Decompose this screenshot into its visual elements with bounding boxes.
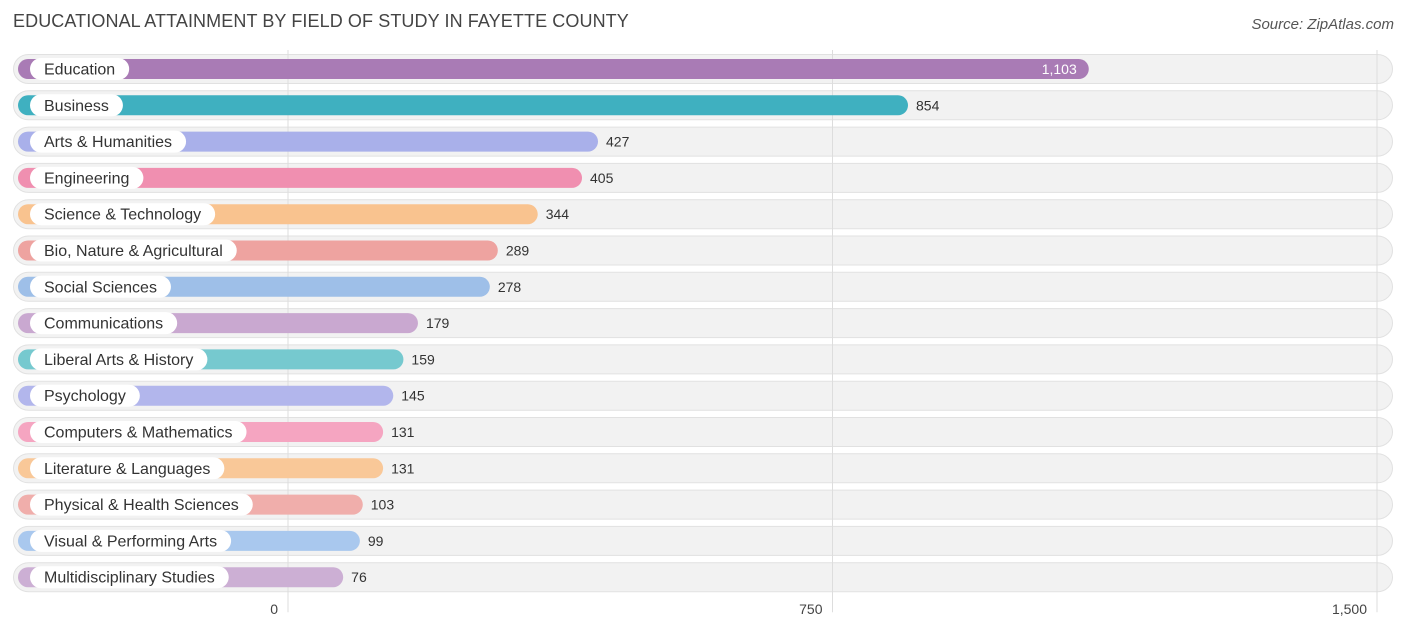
bar-value-label: 278 (498, 279, 522, 295)
bar-value-label: 344 (546, 206, 570, 222)
bar-label-pill (30, 384, 140, 407)
bar-value-label: 76 (351, 569, 367, 585)
bar-label-pill (30, 166, 144, 189)
bar-value-label: 289 (506, 243, 530, 259)
bar-category-label: Multidisciplinary Studies (44, 570, 215, 587)
x-tick-label: 750 (799, 601, 823, 617)
bar-category-label: Engineering (44, 170, 129, 187)
chart-title: EDUCATIONAL ATTAINMENT BY FIELD OF STUDY… (13, 11, 629, 31)
bar-label-pill (30, 493, 253, 516)
bar-value-label: 427 (606, 134, 630, 150)
bar-value-label: 1,103 (1042, 61, 1077, 77)
x-tick-label: 1,500 (1332, 601, 1367, 617)
bar-label-pill (30, 239, 237, 262)
bar-value-label: 145 (401, 388, 425, 404)
bar (18, 167, 583, 188)
bar-label-pill (30, 203, 216, 226)
bar-value-label: 179 (426, 315, 450, 331)
bar-label-pill (30, 312, 178, 335)
bar-label-pill (30, 566, 229, 589)
bar-value-label: 131 (391, 460, 415, 476)
bar-category-label: Social Sciences (44, 279, 157, 296)
bar-category-label: Computers & Mathematics (44, 425, 233, 442)
bar-category-label: Communications (44, 316, 163, 333)
bar-label-pill (30, 457, 225, 480)
bar-category-label: Literature & Languages (44, 461, 210, 478)
bar-label-pill (30, 529, 232, 552)
bar-value-label: 159 (411, 351, 435, 367)
bar-label-pill (30, 130, 187, 153)
bars: Education 1,103 Business 854 Arts & Humaniti… (18, 58, 1089, 589)
bar-value-label: 99 (368, 533, 384, 549)
bar (18, 95, 909, 116)
bar-value-label: 405 (590, 170, 614, 186)
bar-value-label: 131 (391, 424, 415, 440)
bar-category-label: Liberal Arts & History (44, 352, 193, 369)
bar-category-label: Psychology (44, 388, 126, 405)
bar (18, 59, 1089, 79)
bar-category-label: Arts & Humanities (44, 134, 172, 151)
bar-label-pill (30, 94, 123, 117)
bar-label-pill (30, 58, 130, 80)
bar-category-label: Visual & Performing Arts (44, 533, 217, 550)
bar-category-label: Bio, Nature & Agricultural (44, 243, 223, 260)
bar-category-label: Science & Technology (44, 207, 201, 224)
bar-category-label: Business (44, 98, 109, 115)
row-background (13, 562, 1393, 593)
bar-category-label: Education (44, 62, 115, 79)
row-background (13, 525, 1393, 556)
x-tick-label: 0 (270, 601, 278, 617)
bar-label-pill (30, 421, 247, 443)
bar-category-label: Physical & Health Sciences (44, 497, 239, 514)
bar-value-label: 854 (916, 97, 940, 113)
bar-label-pill (30, 348, 208, 371)
bar-label-pill (30, 275, 171, 298)
chart-source: Source: ZipAtlas.com (1251, 16, 1394, 33)
bar-value-label: 103 (371, 497, 395, 513)
x-axis-ticks: 0 750 1,500 (270, 601, 1367, 617)
